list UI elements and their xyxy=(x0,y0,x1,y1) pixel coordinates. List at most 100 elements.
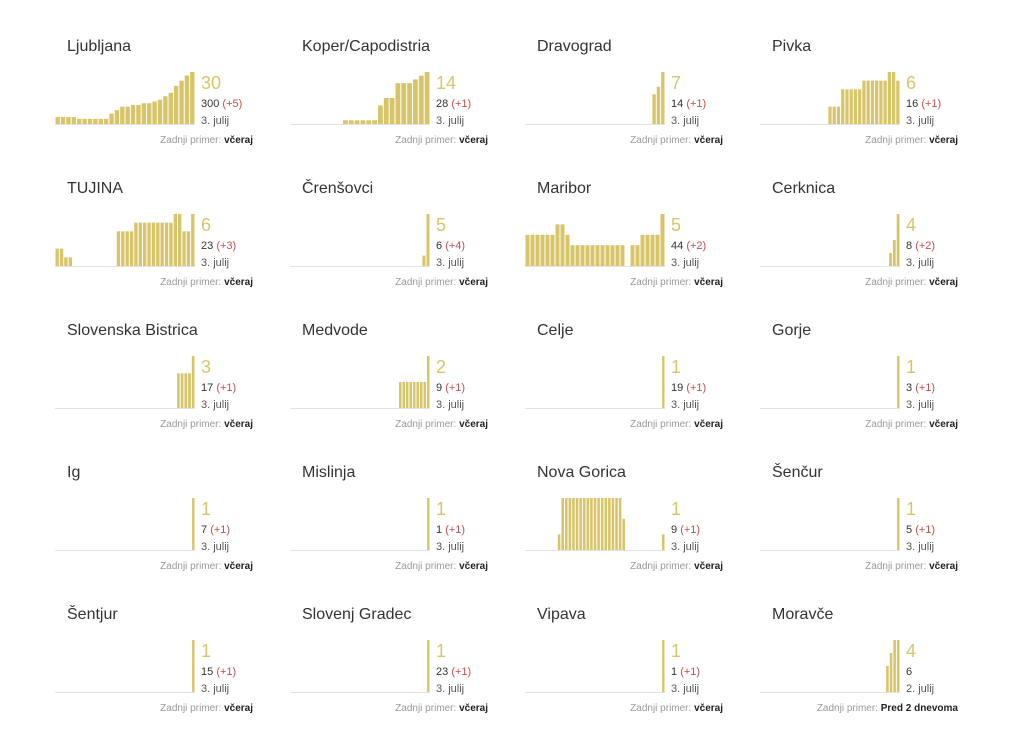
date-label: 3. julij xyxy=(201,115,230,127)
municipality-title: Nova Gorica xyxy=(537,464,626,481)
new-cases-delta: (+1) xyxy=(445,524,466,536)
chart-bar xyxy=(121,231,125,266)
chart-bar xyxy=(134,222,138,266)
total-cases-value: 9 xyxy=(671,524,678,536)
municipality-title: Slovenska Bistrica xyxy=(67,322,198,339)
last-case-info: Zadnji primer: včeraj xyxy=(630,419,723,430)
municipality-title: Ljubljana xyxy=(67,38,132,55)
total-cases-value: 3 xyxy=(906,382,913,394)
chart-bar xyxy=(661,72,665,124)
chart-bar xyxy=(858,89,862,124)
municipality-card: Maribor 5 44 (+2) 3. julij Zadnji primer: vč… xyxy=(525,180,725,300)
new-cases-delta: (+1) xyxy=(216,382,237,394)
last-case-value: včeraj xyxy=(929,561,958,572)
municipality-card: Šenčur 1 5 (+1) 3. julij Zadnji primer: včer… xyxy=(760,464,960,584)
active-cases-value: 5 xyxy=(436,215,447,235)
active-cases-value: 6 xyxy=(906,73,917,93)
last-case-label: Zadnji primer: xyxy=(865,135,927,146)
chart-bar xyxy=(580,245,585,266)
last-case-info: Zadnji primer: včeraj xyxy=(395,561,488,572)
last-case-info: Zadnji primer: včeraj xyxy=(630,277,723,288)
last-case-label: Zadnji primer: xyxy=(630,277,692,288)
last-case-label: Zadnji primer: xyxy=(395,703,457,714)
chart-bar xyxy=(836,106,841,124)
last-case-info: Zadnji primer: včeraj xyxy=(395,135,488,146)
active-cases-value: 4 xyxy=(906,215,917,235)
last-case-value: včeraj xyxy=(694,135,723,146)
last-case-info: Zadnji primer: včeraj xyxy=(865,277,958,288)
chart-bar xyxy=(418,75,424,124)
mini-bar-chart xyxy=(290,640,430,693)
last-case-value: Pred 2 dnevoma xyxy=(880,703,958,714)
municipality-card: Moravče 4 6 2. julij Zadnji primer: Pred 2 d… xyxy=(760,606,960,726)
chart-bar xyxy=(535,234,540,266)
chart-bar xyxy=(168,92,173,124)
chart-bar xyxy=(64,257,68,266)
municipality-card: Slovenj Gradec 1 23 (+1) 3. julij Zadnji pri… xyxy=(290,606,490,726)
chart-bar xyxy=(60,117,66,124)
total-cases: 3 (+1) xyxy=(906,382,935,394)
last-case-info: Zadnji primer: včeraj xyxy=(865,419,958,430)
total-cases-value: 28 xyxy=(436,98,449,110)
mini-bar-chart xyxy=(290,498,430,551)
chart-bar xyxy=(896,80,900,124)
new-cases-delta: (+1) xyxy=(686,382,707,394)
chart-bar xyxy=(191,214,195,266)
last-case-value: včeraj xyxy=(224,703,253,714)
last-case-value: včeraj xyxy=(929,419,958,430)
total-cases-value: 44 xyxy=(671,240,684,252)
chart-bar xyxy=(354,120,360,124)
total-cases: 28 (+1) xyxy=(436,98,471,110)
chart-bar xyxy=(611,498,615,550)
date-label: 3. julij xyxy=(906,399,935,411)
chart-bar xyxy=(348,120,354,124)
chart-bar xyxy=(853,89,858,124)
municipality-title: TUJINA xyxy=(67,180,123,197)
total-cases: 23 (+3) xyxy=(201,240,236,252)
chart-bar xyxy=(660,214,665,266)
chart-bar xyxy=(125,231,129,266)
last-case-label: Zadnji primer: xyxy=(160,135,222,146)
chart-bar xyxy=(147,222,151,266)
last-case-info: Zadnji primer: včeraj xyxy=(160,419,253,430)
chart-bar xyxy=(413,382,416,408)
last-case-value: včeraj xyxy=(459,135,488,146)
chart-bar xyxy=(389,98,395,124)
last-case-label: Zadnji primer: xyxy=(865,277,927,288)
active-cases-value: 1 xyxy=(671,357,682,377)
chart-bar xyxy=(640,234,645,266)
municipality-card: Dravograd 7 14 (+1) 3. julij Zadnji primer: … xyxy=(525,38,725,158)
chart-bar xyxy=(372,120,377,124)
chart-bar xyxy=(575,498,579,550)
chart-bar xyxy=(93,118,98,124)
last-case-info: Zadnji primer: včeraj xyxy=(395,277,488,288)
new-cases-delta: (+1) xyxy=(680,524,701,536)
chart-bar xyxy=(600,245,605,266)
chart-bar xyxy=(178,214,182,266)
chart-bar xyxy=(420,382,423,408)
municipality-title: Medvode xyxy=(302,322,368,339)
chart-bar xyxy=(845,89,849,124)
new-cases-delta: (+1) xyxy=(216,666,237,678)
chart-bar xyxy=(610,245,615,266)
chart-bar xyxy=(879,80,883,124)
new-cases-delta: (+1) xyxy=(921,98,942,110)
total-cases: 8 (+2) xyxy=(906,240,935,252)
total-cases-value: 8 xyxy=(906,240,913,252)
last-case-info: Zadnji primer: včeraj xyxy=(630,703,723,714)
active-cases-value: 6 xyxy=(201,215,212,235)
chart-bar xyxy=(590,498,593,550)
chart-bar xyxy=(427,640,430,692)
date-label: 3. julij xyxy=(906,257,935,269)
mini-bar-chart xyxy=(55,72,195,125)
active-cases-value: 1 xyxy=(671,499,682,519)
chart-bar xyxy=(593,498,597,550)
chart-bar xyxy=(173,85,179,124)
total-cases-value: 7 xyxy=(201,524,208,536)
chart-bar xyxy=(585,245,590,266)
last-case-value: včeraj xyxy=(929,135,958,146)
mini-bar-chart xyxy=(760,498,900,551)
last-case-label: Zadnji primer: xyxy=(630,561,692,572)
new-cases-delta: (+5) xyxy=(222,98,243,110)
chart-bar xyxy=(656,86,661,124)
